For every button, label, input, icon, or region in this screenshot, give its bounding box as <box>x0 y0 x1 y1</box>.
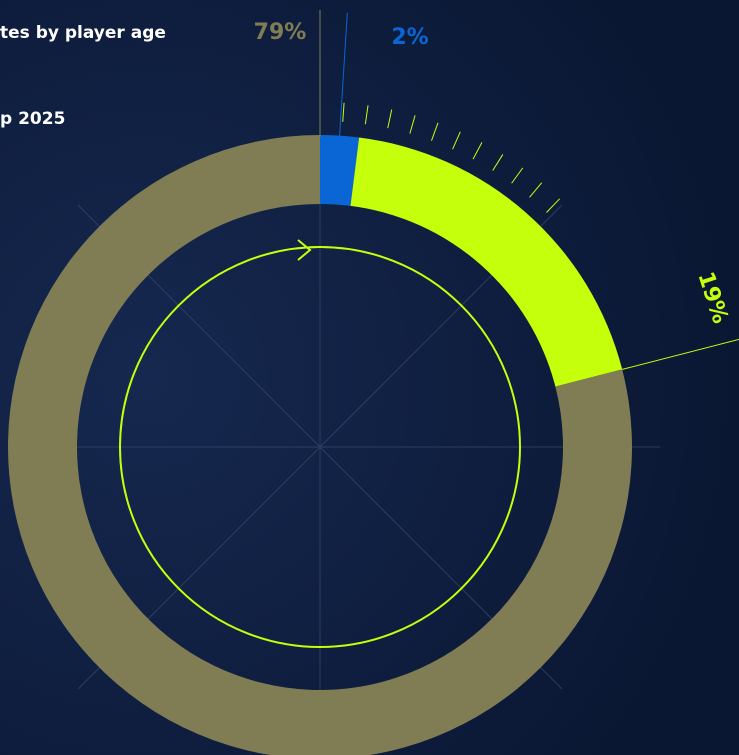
arrow-head <box>297 239 312 261</box>
decor-tick <box>472 142 483 160</box>
decor-tick <box>387 109 393 129</box>
decor-tick <box>529 182 543 198</box>
decor-tick <box>492 154 504 171</box>
leader-line <box>338 12 348 138</box>
chart-subtitle: p 2025 <box>0 109 65 129</box>
decor-tick <box>452 131 461 150</box>
value-label: 79% <box>254 20 307 45</box>
value-label: 2% <box>391 25 428 50</box>
inner-circle <box>119 246 521 648</box>
decor-tick <box>511 167 524 184</box>
decor-tick <box>409 115 416 134</box>
slice <box>320 135 360 206</box>
decor-tick <box>342 102 345 122</box>
decor-tick <box>364 105 369 125</box>
decor-tick <box>546 198 561 213</box>
slice <box>350 137 623 387</box>
leader-line <box>620 338 739 371</box>
guide-line <box>77 204 563 690</box>
chart-title: tes by player age <box>0 23 166 43</box>
decor-tick <box>431 122 439 141</box>
